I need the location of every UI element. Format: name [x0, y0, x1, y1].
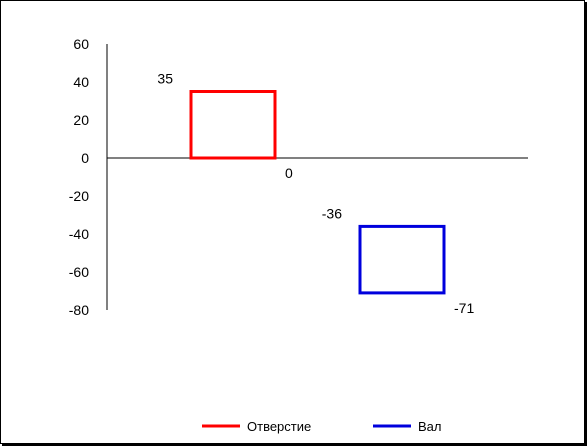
legend-item: Вал: [373, 419, 442, 434]
y-tick-label: -40: [69, 226, 89, 242]
y-tick-label: 40: [73, 74, 89, 90]
upper-value-label: -36: [322, 205, 342, 221]
axes: [106, 44, 528, 310]
lower-value-label: -71: [454, 300, 474, 316]
y-tick-label: 60: [73, 36, 89, 52]
tolerance-box: [358, 224, 446, 295]
y-tick-label: -20: [69, 188, 89, 204]
legend: Отверстие Вал: [202, 419, 442, 434]
y-tick-labels: 60 40 20 0 -20 -40 -60 -80: [69, 36, 89, 318]
upper-value-label: 35: [157, 71, 173, 87]
legend-item: Отверстие: [202, 419, 311, 434]
tolerance-box: [189, 90, 277, 160]
y-tick-label: -80: [69, 302, 89, 318]
series-boxes: [189, 90, 446, 295]
y-tick-label: -60: [69, 264, 89, 280]
legend-label: Вал: [418, 419, 442, 434]
y-tick-label: 0: [81, 150, 89, 166]
data-labels: 35 0 -36 -71: [157, 71, 474, 316]
legend-label: Отверстие: [247, 419, 311, 434]
y-tick-label: 20: [73, 112, 89, 128]
lower-value-label: 0: [285, 165, 293, 181]
